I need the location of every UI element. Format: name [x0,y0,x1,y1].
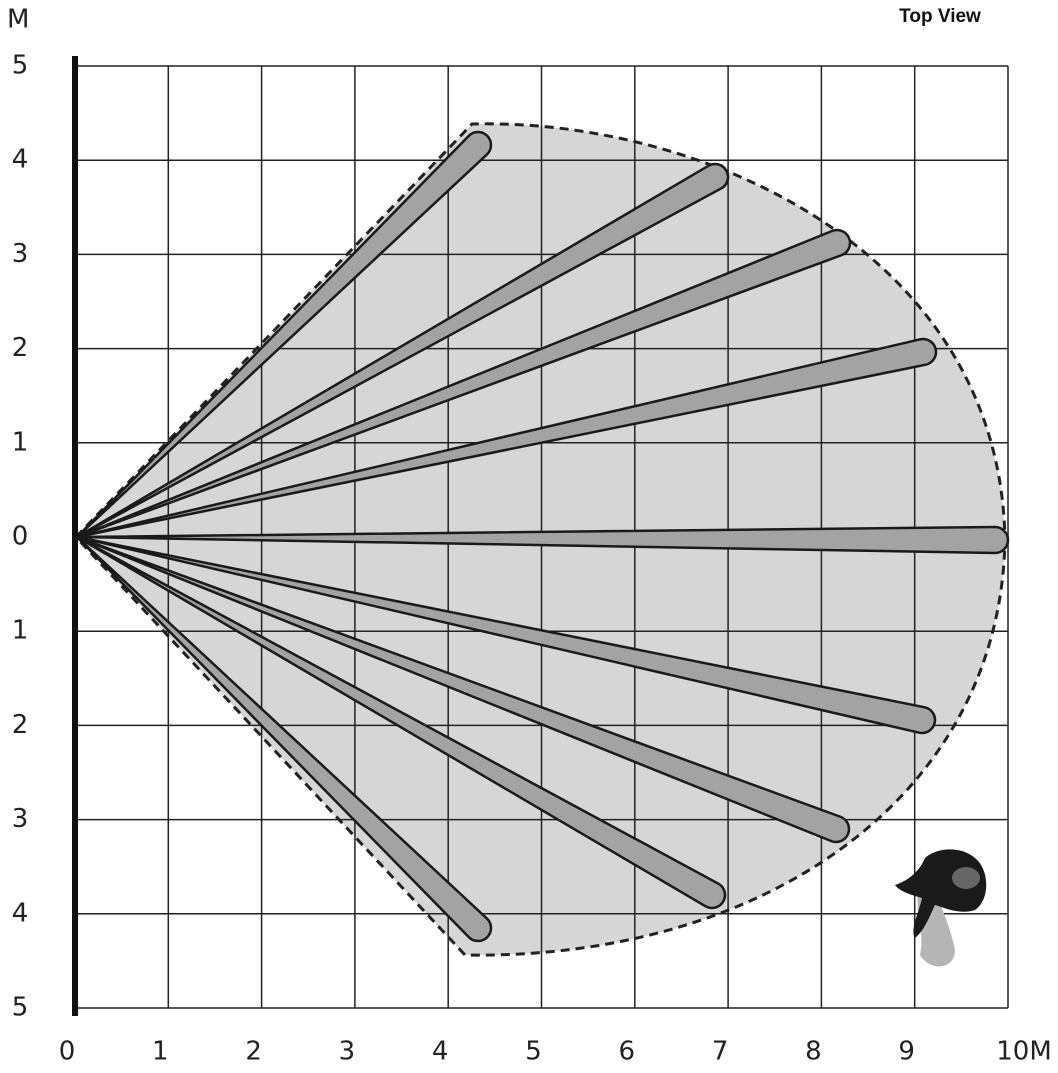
x-label: 3 [339,1037,356,1067]
y-label: 5 [12,993,29,1023]
y-label: 1 [12,427,29,457]
y-label: 2 [12,333,29,363]
y-label: 1 [12,616,29,646]
y-label: 3 [12,239,29,269]
x-label: 9 [898,1037,915,1067]
beam [75,535,851,844]
y-label: 2 [12,710,29,740]
y-unit: M [7,5,29,35]
x-label: 8 [805,1037,822,1067]
x-label: 2 [245,1037,262,1067]
beams [75,130,1010,943]
y-label: 5 [12,51,29,81]
beam [75,228,852,539]
y-label: 3 [12,804,29,834]
title: Top View [899,6,981,27]
x-label: 4 [432,1037,449,1067]
x-label: 1 [152,1037,169,1067]
y-label: 0 [12,522,29,552]
beam [75,130,493,539]
x-label: 7 [712,1037,729,1067]
y-label: 4 [12,145,29,175]
beam [75,535,727,910]
y-label: 4 [12,898,29,928]
person-icon [895,849,987,967]
beam [75,337,938,539]
beam [75,525,1010,555]
x-label: 5 [525,1037,542,1067]
beam [75,162,730,539]
x-label: 0 [59,1037,76,1067]
x-label: 10M [996,1037,1052,1067]
beam [75,535,937,735]
beam [75,535,493,943]
x-label: 6 [619,1037,636,1067]
